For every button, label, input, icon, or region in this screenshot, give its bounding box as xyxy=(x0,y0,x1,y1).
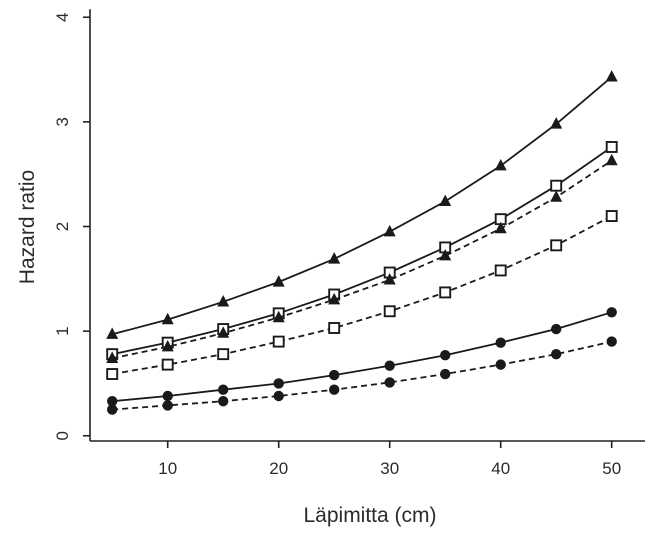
series-4-square-marker xyxy=(494,264,507,277)
series-1-triangle-marker xyxy=(439,194,452,206)
series-3-triangle-marker xyxy=(439,249,452,261)
series-3-triangle-marker xyxy=(161,340,174,352)
series-1-triangle-marker xyxy=(161,312,174,325)
series-5-line xyxy=(112,311,612,403)
series-6-circle-marker xyxy=(384,377,395,388)
x-tick-label: 10 xyxy=(158,459,177,478)
series-6-circle-marker xyxy=(495,359,506,370)
series-2-square-marker xyxy=(605,141,618,153)
series-6-circle-marker xyxy=(218,396,229,407)
series-1-triangle-marker xyxy=(550,117,563,129)
series-1-triangle-marker xyxy=(494,159,507,171)
series-3-triangle-marker xyxy=(217,326,230,338)
series-4-line xyxy=(112,215,613,375)
series-4-square-marker xyxy=(161,358,174,371)
series-1-line xyxy=(111,76,613,336)
series-6-circle-marker xyxy=(107,404,118,415)
series-5-circle-marker xyxy=(273,378,284,389)
series-5-circle-marker xyxy=(329,369,340,381)
series-5-circle-marker xyxy=(606,307,617,318)
y-tick-label: 2 xyxy=(53,222,72,231)
series-3-triangle-marker xyxy=(106,351,119,363)
y-tick-label: 0 xyxy=(53,431,72,440)
series-3-triangle-marker xyxy=(383,273,396,285)
series-4-square-marker xyxy=(272,335,285,348)
x-tick-label: 20 xyxy=(269,459,288,478)
series-3-triangle-marker xyxy=(272,310,285,323)
series-5-circle-marker xyxy=(162,390,173,402)
series-6-line xyxy=(112,340,612,411)
series-1-triangle-marker xyxy=(217,295,230,307)
x-tick-label: 30 xyxy=(380,459,399,478)
series-4-square-marker xyxy=(550,239,563,252)
series-6-circle-marker xyxy=(440,368,451,380)
series-5-circle-marker xyxy=(107,396,118,407)
series-5-circle-marker xyxy=(440,350,451,361)
series-4-square-marker xyxy=(605,210,618,222)
series-5-circle-marker xyxy=(218,384,229,395)
series-4-square-marker xyxy=(439,286,452,299)
series-4-square-marker xyxy=(383,305,396,318)
series-1-triangle-marker xyxy=(272,275,285,287)
y-tick-label: 1 xyxy=(53,326,72,335)
axes: 10 20 30 40 50 0 1 2 3 4 xyxy=(53,9,645,478)
series-4-square-marker xyxy=(217,348,230,361)
series-2-line xyxy=(112,146,613,356)
y-tick-label: 3 xyxy=(53,117,72,126)
series-1-triangle-marker xyxy=(106,327,119,339)
series-1-triangle-marker xyxy=(383,224,396,237)
series-3-line xyxy=(112,159,613,360)
y-axis-label: Hazard ratio xyxy=(16,170,39,284)
series-6-circle-marker xyxy=(162,400,173,411)
series-4-square-marker xyxy=(106,368,119,380)
series-3-triangle-marker xyxy=(550,190,563,202)
series-3-triangle-marker xyxy=(494,221,507,234)
series-6-circle-marker xyxy=(551,348,562,360)
series-5-circle-marker xyxy=(551,323,562,335)
series-3-triangle-marker xyxy=(328,292,341,305)
series-2-square-marker xyxy=(550,179,563,192)
x-tick-label: 40 xyxy=(491,459,510,478)
series-6-circle-marker xyxy=(606,336,617,347)
series-3-triangle-marker xyxy=(605,153,618,166)
series-6-circle-marker xyxy=(273,390,284,402)
series-5-circle-marker xyxy=(384,360,395,371)
y-tick-label: 4 xyxy=(53,12,72,21)
series-4-square-marker xyxy=(328,322,341,334)
series-group xyxy=(106,70,618,415)
series-5-circle-marker xyxy=(495,337,506,348)
x-tick-label: 50 xyxy=(602,459,621,478)
series-1-triangle-marker xyxy=(328,252,341,264)
x-axis-label: Läpimitta (cm) xyxy=(303,504,436,527)
series-6-circle-marker xyxy=(329,384,340,395)
series-1-triangle-marker xyxy=(605,70,618,82)
